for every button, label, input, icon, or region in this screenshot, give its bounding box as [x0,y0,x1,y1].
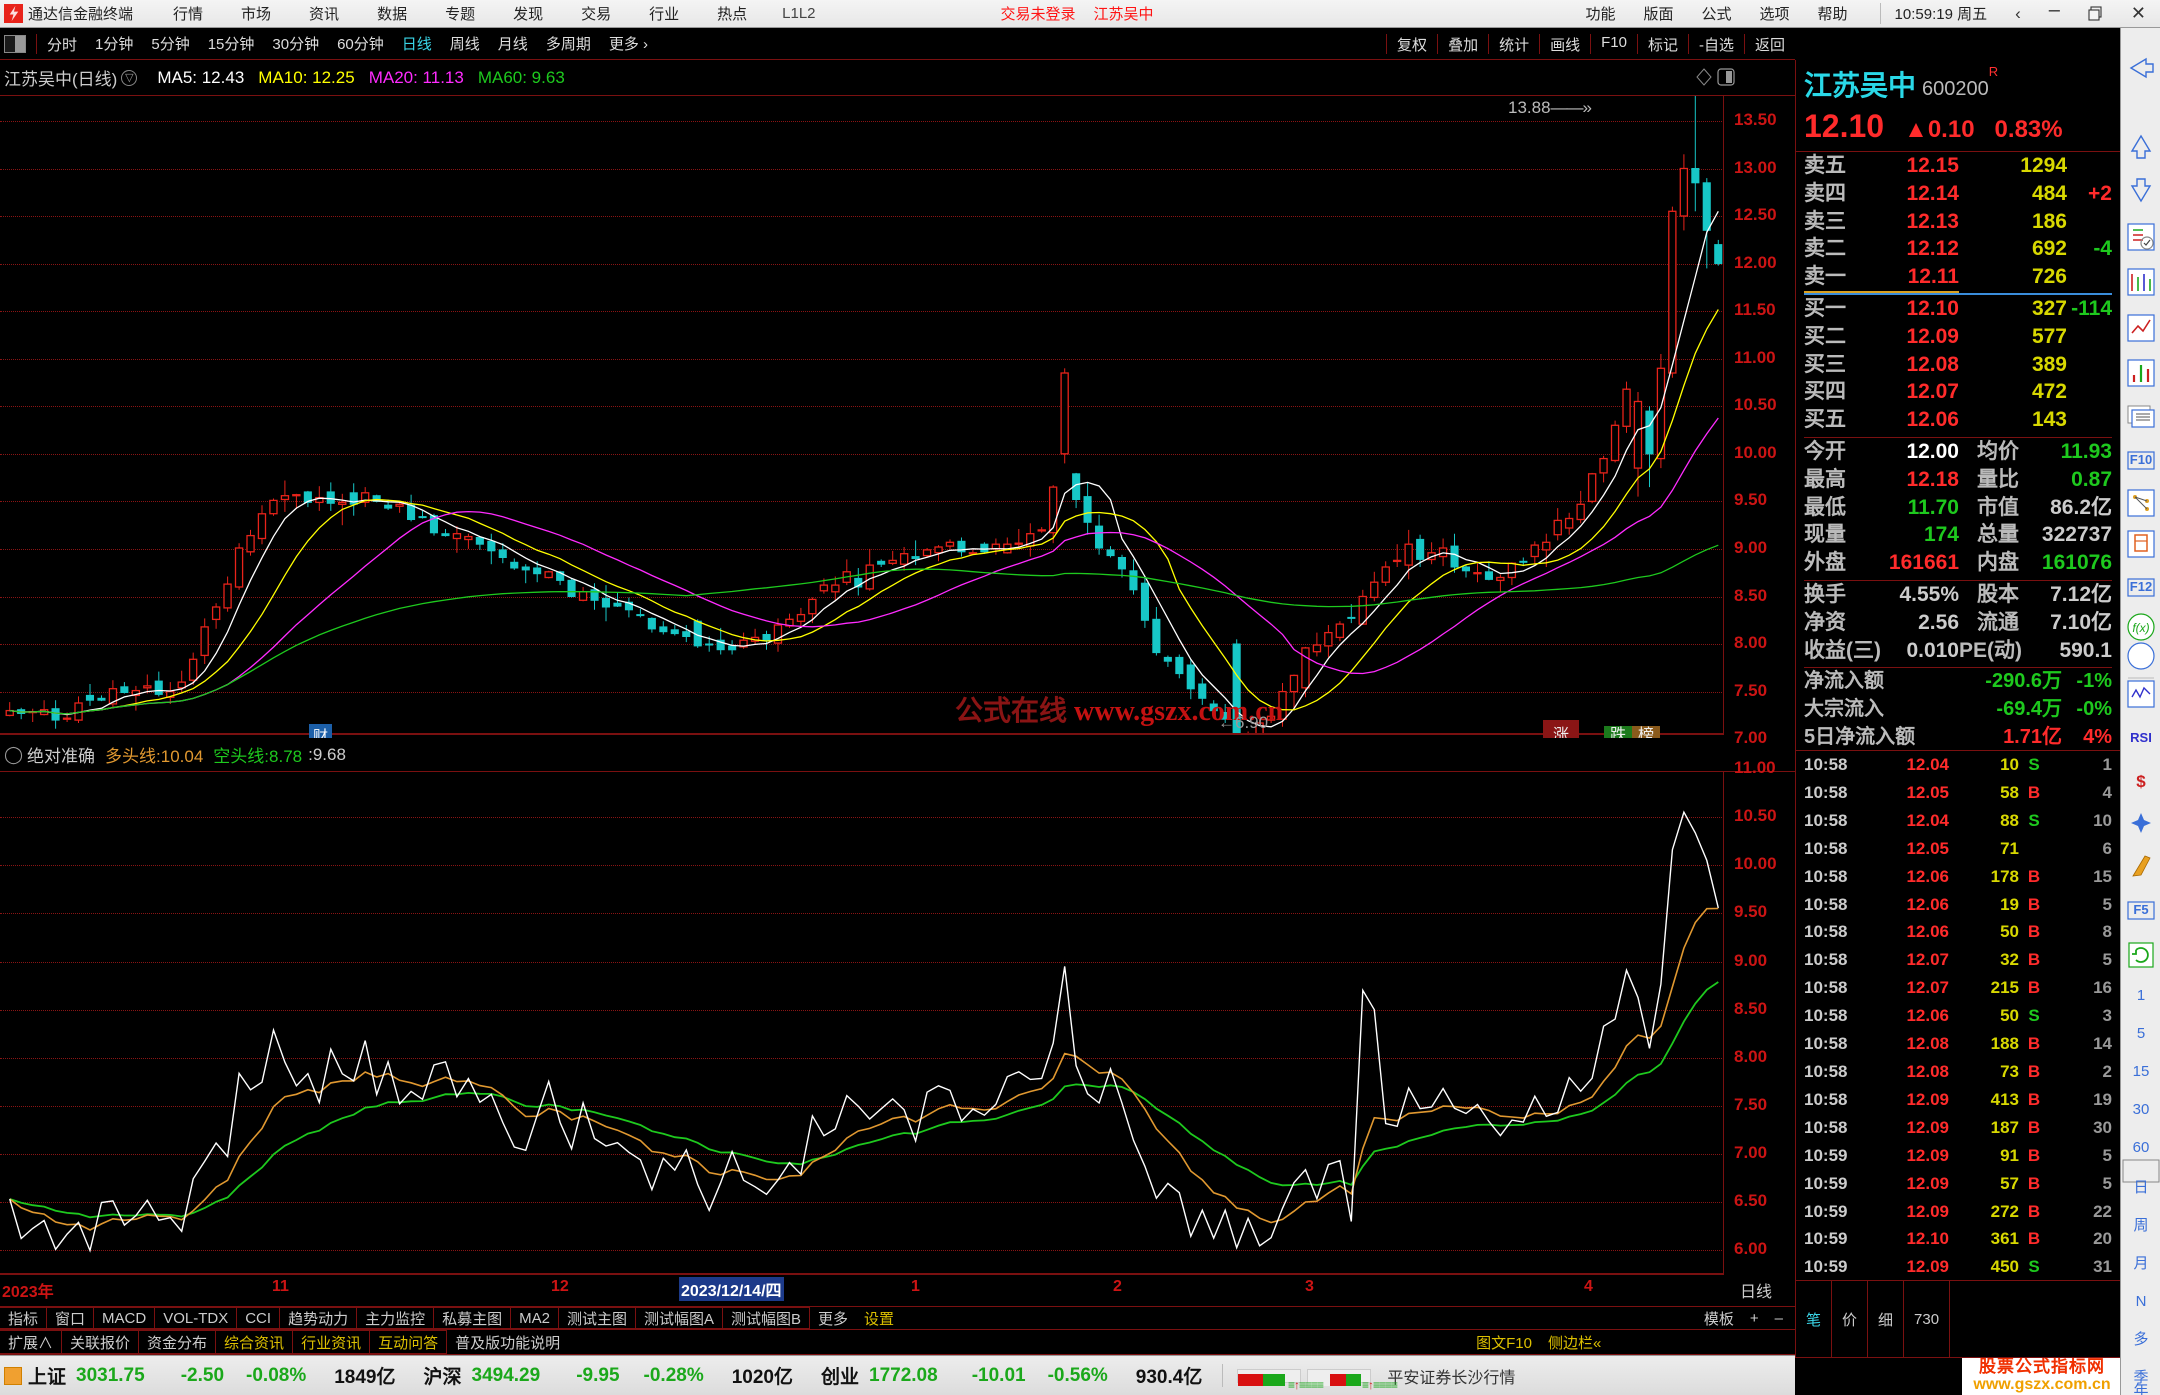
svg-text:F10: F10 [2130,452,2152,467]
svg-text:月: 月 [2133,1255,2148,1272]
svg-text:1: 1 [2137,987,2145,1004]
svg-text:N: N [2136,1293,2147,1310]
svg-text:15: 15 [2133,1063,2150,1080]
svg-text:多: 多 [2133,1331,2148,1348]
svg-text:f(x): f(x) [2132,621,2149,635]
svg-text:30: 30 [2133,1101,2150,1118]
svg-text:RSI: RSI [2130,730,2152,745]
svg-text:日: 日 [2133,1179,2148,1196]
svg-text:5: 5 [2137,1025,2145,1042]
svg-text:60: 60 [2133,1139,2150,1156]
svg-text:周: 周 [2133,1217,2148,1234]
svg-text:F12: F12 [2130,579,2152,594]
svg-text:$: $ [2136,772,2146,791]
svg-text:F5: F5 [2133,902,2148,917]
svg-text:年: 年 [2133,1382,2148,1395]
